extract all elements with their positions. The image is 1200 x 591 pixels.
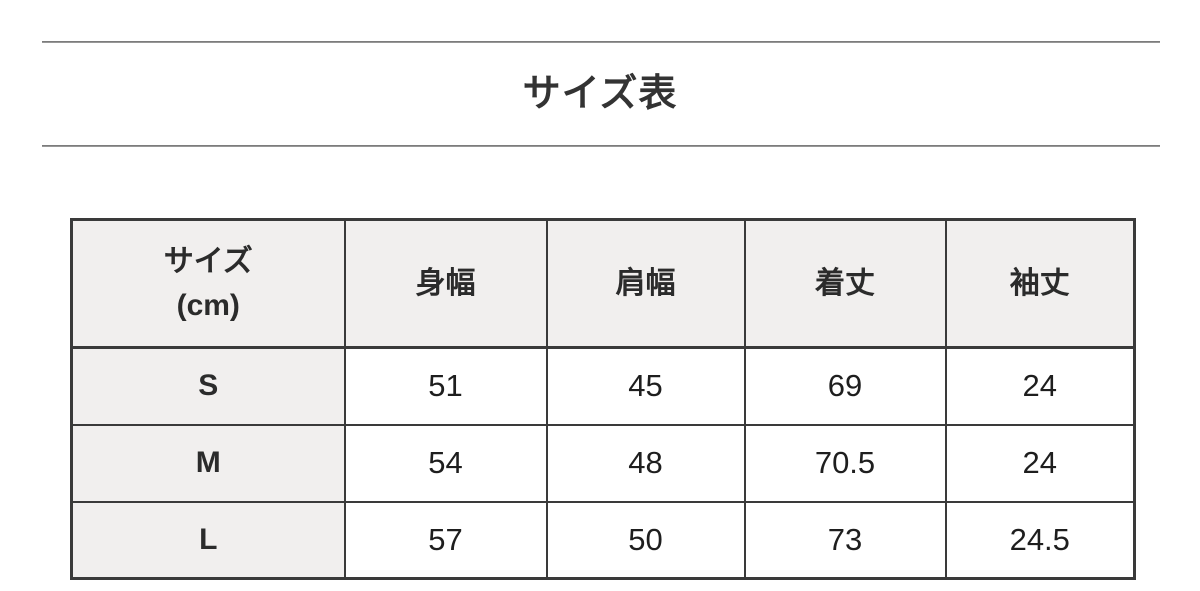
divider-top [42,41,1160,43]
header-cell-length: 着丈 [743,218,947,349]
header-cell-body-width: 身幅 [343,218,548,349]
header-size-label: サイズ [163,245,253,278]
page-title: サイズ表 [522,73,678,115]
table-cell: 51 [343,346,548,426]
size-table: サイズ (cm) 身幅 肩幅 着丈 袖丈 S 51 45 69 24 M 54 … [70,218,1136,580]
table-header-row: サイズ (cm) 身幅 肩幅 着丈 袖丈 [70,218,1136,349]
row-size-label: S [70,346,346,426]
table-cell: 70.5 [743,423,947,503]
header-unit-label: (cm) [176,288,240,322]
table-cell: 50 [545,500,746,580]
header-cell-sleeve-length: 袖丈 [944,218,1136,349]
table-cell: 24.5 [944,500,1136,580]
table-row-l: L 57 50 73 24.5 [70,500,1136,580]
header-cell-shoulder-width: 肩幅 [545,218,746,349]
table-row-m: M 54 48 70.5 24 [70,423,1136,503]
table-cell: 54 [343,423,548,503]
row-size-label: L [70,500,346,580]
table-cell: 69 [743,346,947,426]
table-cell: 57 [343,500,548,580]
table-cell: 45 [545,346,746,426]
table-cell: 24 [944,423,1136,503]
table-cell: 73 [743,500,947,580]
table-cell: 48 [545,423,746,503]
table-row-s: S 51 45 69 24 [70,346,1136,426]
header-cell-size-cm: サイズ (cm) [70,218,346,349]
divider-bottom [42,145,1160,147]
row-size-label: M [70,423,346,503]
table-cell: 24 [944,346,1136,426]
